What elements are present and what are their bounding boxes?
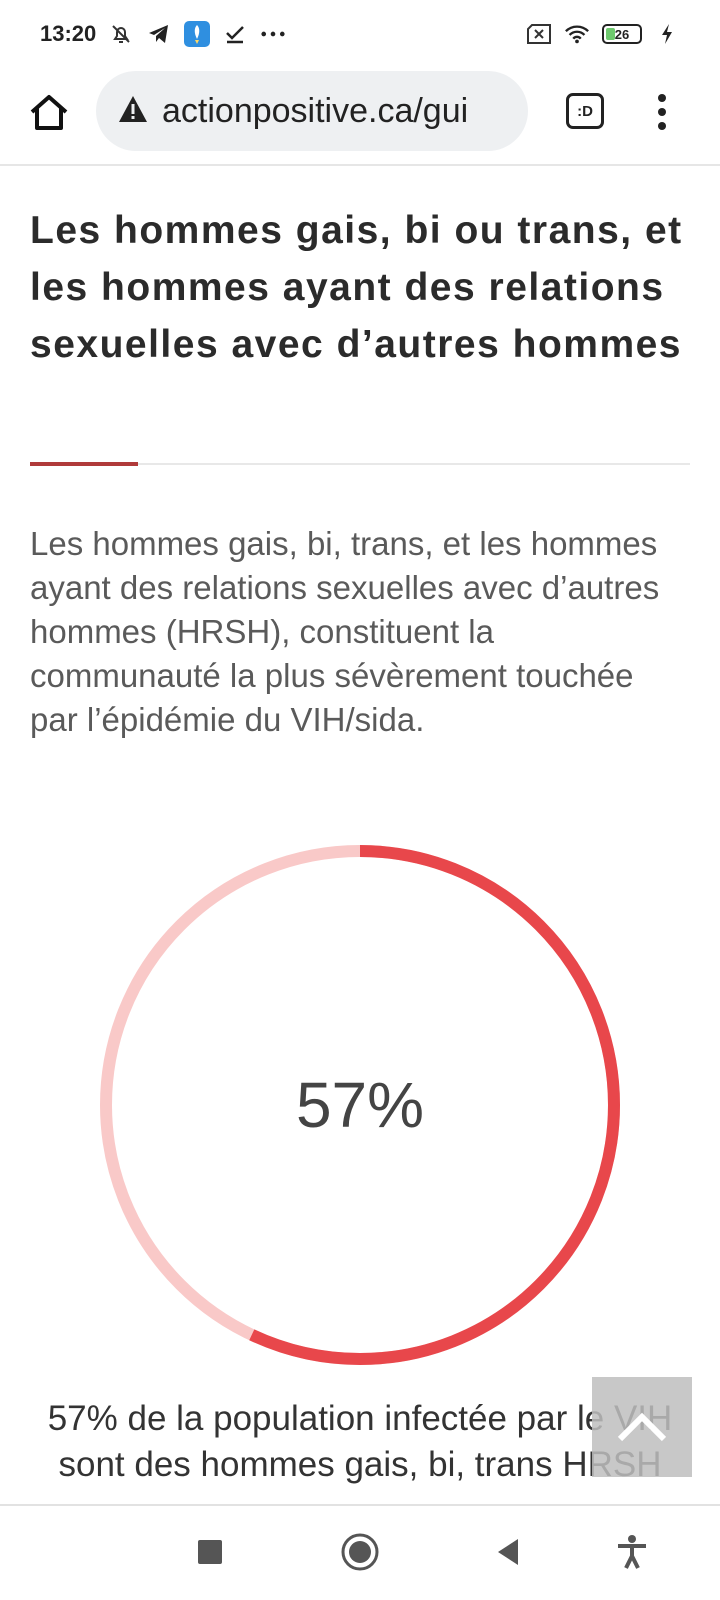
home-circle-icon[interactable]: [338, 1530, 382, 1574]
accessibility-icon[interactable]: [610, 1530, 654, 1574]
address-bar[interactable]: actionpositive.ca/gui: [96, 71, 528, 151]
telegram-icon: [146, 21, 172, 47]
battery-level: 26: [614, 26, 630, 42]
stat-caption: 57% de la population infectée par le VIH…: [47, 1399, 673, 1484]
rocket-app-icon: [184, 21, 211, 47]
status-left: 13:20: [40, 21, 286, 47]
browser-toolbar: actionpositive.ca/gui :D: [0, 68, 720, 166]
overflow-menu-icon[interactable]: [650, 90, 674, 134]
wifi-icon: [564, 21, 590, 47]
system-nav-bar: [0, 1504, 720, 1600]
title-divider: [30, 463, 690, 465]
stat-value-text: 57%: [295, 1069, 425, 1141]
stat-donut: [100, 845, 620, 1365]
back-triangle-icon[interactable]: [486, 1530, 530, 1574]
tab-switcher-label: :D: [577, 102, 593, 120]
more-dots-icon: [260, 21, 286, 47]
title-divider-accent: [30, 462, 138, 466]
scroll-to-top-button[interactable]: [592, 1377, 692, 1477]
stat-value: 57%: [90, 835, 630, 1375]
donut-fill: [100, 845, 620, 1365]
intro-paragraph: Les hommes gais, bi, trans, et les homme…: [30, 525, 660, 738]
status-right: 26: [526, 21, 680, 47]
sim-x-icon: [526, 21, 552, 47]
url-text[interactable]: actionpositive.ca/gui: [162, 91, 469, 130]
bell-off-icon: [108, 21, 134, 47]
warning-icon[interactable]: [118, 95, 148, 128]
chevron-up-icon: [617, 1412, 667, 1442]
battery-icon: 26: [602, 24, 642, 44]
recents-square-icon[interactable]: [188, 1530, 232, 1574]
charging-icon: [654, 21, 680, 47]
home-icon[interactable]: [26, 90, 72, 136]
status-bar: 13:20 26: [0, 0, 720, 68]
status-time: 13:20: [40, 21, 97, 46]
checkmark-icon: [222, 21, 248, 47]
tab-switcher-icon[interactable]: :D: [566, 93, 604, 129]
article-title: Les hommes gais, bi ou trans, et les hom…: [30, 209, 683, 366]
